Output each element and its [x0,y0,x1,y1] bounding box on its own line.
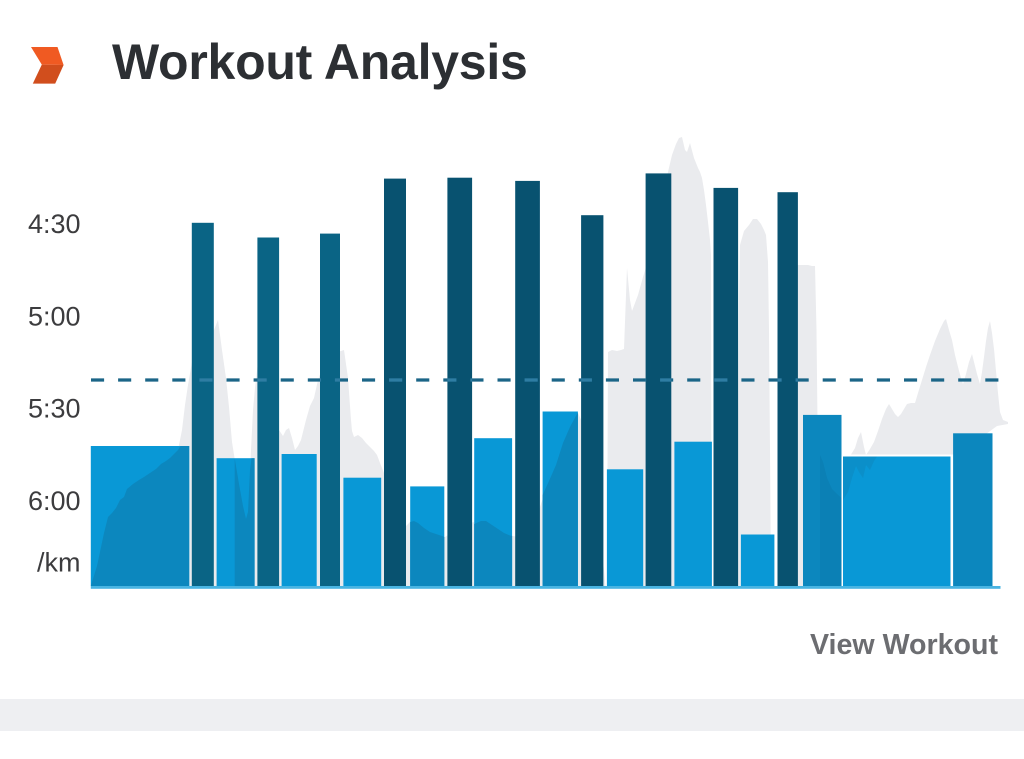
svg-text:/km: /km [37,548,81,578]
svg-text:5:00: 5:00 [28,302,81,332]
svg-text:4:30: 4:30 [28,209,81,239]
svg-text:5:30: 5:30 [28,394,81,424]
svg-text:6:00: 6:00 [28,486,81,516]
